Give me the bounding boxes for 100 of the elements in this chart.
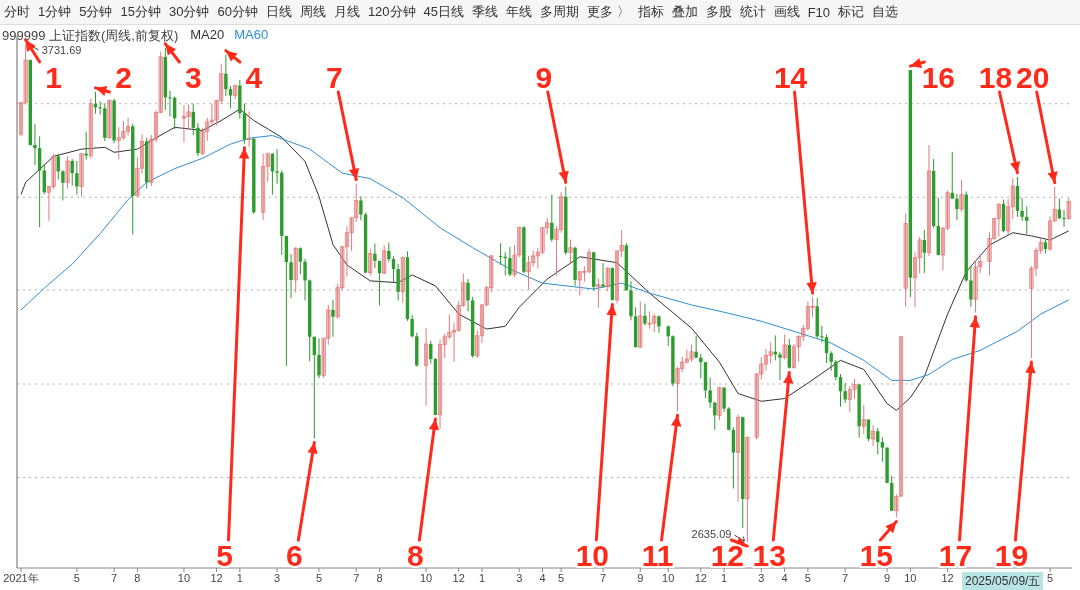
annotation: 19	[994, 539, 1029, 572]
candlestick	[289, 253, 293, 299]
annotation: 9	[535, 61, 553, 94]
candlestick	[843, 382, 847, 404]
candlestick	[298, 246, 303, 275]
candlestick	[829, 350, 833, 372]
candlestick	[614, 250, 620, 305]
candlestick	[996, 203, 1001, 237]
candlestick	[684, 348, 689, 365]
candlestick	[1048, 215, 1053, 252]
candlestick	[46, 185, 51, 222]
candlestick	[582, 265, 587, 283]
text: 45日线	[422, 3, 466, 21]
candlestick	[782, 333, 787, 360]
candlestick	[834, 359, 838, 381]
text: 指标	[636, 3, 665, 21]
text: 多周期	[539, 3, 581, 21]
x-tick-label: 12	[210, 571, 223, 584]
candlestick	[461, 273, 466, 308]
text: MA20	[190, 27, 225, 44]
candlestick	[731, 426, 736, 489]
candlestick	[959, 179, 964, 213]
candlestick	[596, 278, 601, 309]
candlestick	[447, 313, 452, 340]
x-tick-label: 12	[694, 571, 707, 584]
candlestick	[801, 324, 806, 342]
chart-title: 999999 上证指数(周线,前复权)	[2, 27, 179, 45]
text: 统计	[738, 3, 767, 21]
candlestick	[228, 85, 233, 109]
candlestick	[675, 366, 680, 412]
candlestick	[349, 217, 354, 252]
x-tick-label: 7	[599, 571, 607, 584]
annotation: 13	[752, 539, 786, 572]
candlestick	[647, 310, 652, 330]
candlestick	[224, 54, 228, 97]
candlestick	[796, 334, 801, 363]
candlestick	[861, 404, 866, 435]
candlestick	[456, 300, 461, 333]
text: 更多 〉	[586, 3, 631, 21]
candlestick	[820, 325, 824, 343]
candlestick	[153, 110, 159, 143]
candlestick	[810, 296, 815, 318]
x-tick-label: 8	[376, 571, 383, 584]
annotation: 7	[325, 61, 343, 94]
candlestick	[512, 244, 517, 278]
x-tick-label: 5	[558, 571, 565, 584]
candlestick	[233, 85, 238, 100]
candlestick	[540, 226, 545, 256]
x-tick-label: 4	[781, 571, 788, 584]
candlestick	[852, 378, 857, 400]
candlestick	[587, 248, 592, 275]
annotation: 11	[641, 539, 674, 572]
x-tick-label: 10	[177, 571, 191, 584]
candlestick	[643, 303, 647, 326]
text: 画线	[772, 3, 801, 21]
x-tick-label: 7	[111, 571, 118, 584]
candlestick	[526, 255, 531, 291]
text: 5分钟	[78, 3, 114, 21]
candlestick	[978, 253, 983, 274]
annotation: 4	[245, 61, 263, 94]
candlestick	[922, 229, 927, 274]
candlestick	[568, 239, 573, 264]
x-tick-label: 9	[637, 571, 644, 584]
candlestick	[969, 265, 973, 308]
candlestick	[479, 303, 485, 344]
candlestick	[326, 304, 331, 346]
candlestick	[466, 278, 470, 312]
x-tick-label: 5	[315, 571, 323, 584]
candlestick	[638, 300, 643, 349]
candlestick	[75, 160, 79, 196]
candlestick	[335, 283, 340, 320]
candlestick	[205, 117, 210, 142]
candlestick	[98, 100, 102, 116]
candlestick	[992, 217, 997, 241]
candlestick	[1066, 197, 1071, 221]
candlestick	[652, 313, 657, 333]
annotation: 6	[286, 539, 303, 572]
candlestick	[214, 99, 219, 126]
candlestick	[1052, 186, 1057, 223]
candlestick	[158, 50, 163, 114]
candlestick	[754, 372, 759, 440]
text: 15分钟	[119, 3, 162, 21]
candlestick	[410, 314, 414, 338]
candlestick	[768, 342, 773, 365]
candlestick	[847, 385, 852, 413]
candlestick	[387, 242, 391, 263]
candlestick	[805, 301, 810, 332]
candlestick	[200, 127, 205, 156]
x-tick-label: 8	[134, 571, 141, 584]
candlestick	[368, 248, 373, 277]
candlestick	[531, 250, 536, 268]
candlestick	[261, 153, 266, 221]
x-tick-label: 7	[353, 571, 360, 584]
candlestick	[489, 254, 494, 293]
candlestick	[1029, 265, 1034, 359]
candlestick	[438, 338, 443, 430]
candlestick	[950, 151, 954, 200]
x-tick-label: 5	[804, 571, 811, 584]
cursor-date-box: 2025/05/09/五	[962, 572, 1044, 590]
candlestick	[736, 413, 741, 503]
